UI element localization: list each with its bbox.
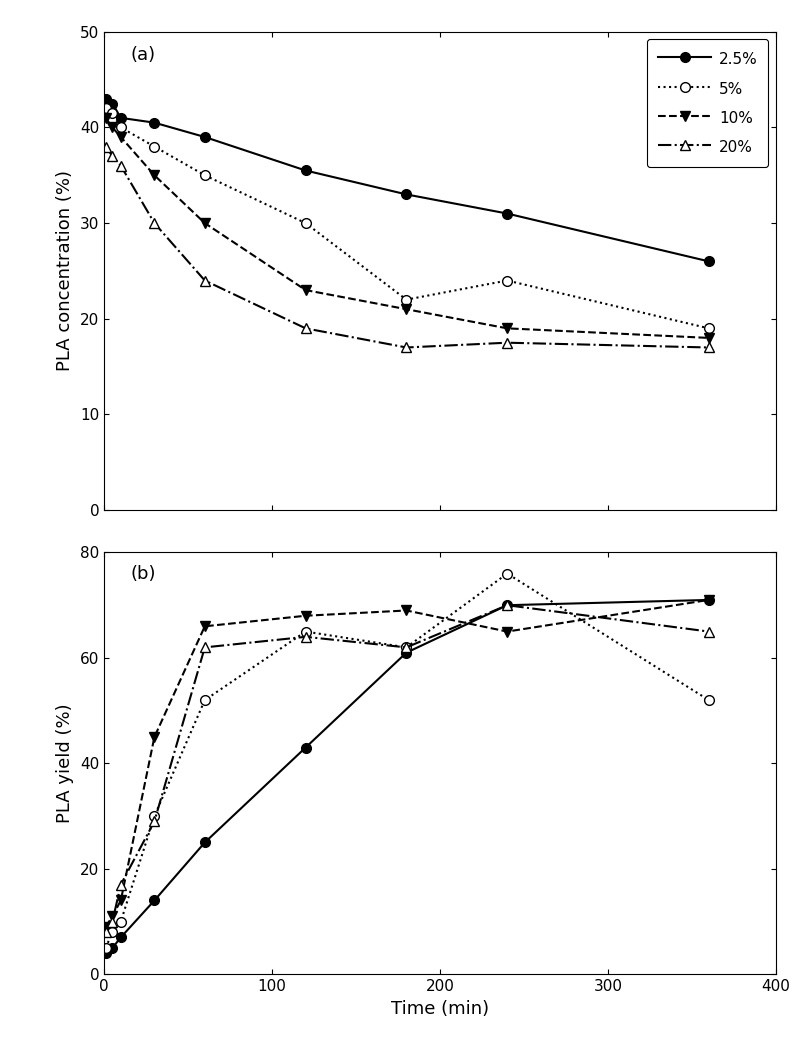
Text: (a): (a)	[131, 47, 156, 65]
Text: (b): (b)	[131, 566, 156, 584]
Y-axis label: PLA concentration (%): PLA concentration (%)	[56, 170, 74, 372]
Legend: 2.5%, 5%, 10%, 20%: 2.5%, 5%, 10%, 20%	[647, 39, 768, 167]
Y-axis label: PLA yield (%): PLA yield (%)	[56, 703, 74, 823]
X-axis label: Time (min): Time (min)	[391, 1000, 489, 1018]
